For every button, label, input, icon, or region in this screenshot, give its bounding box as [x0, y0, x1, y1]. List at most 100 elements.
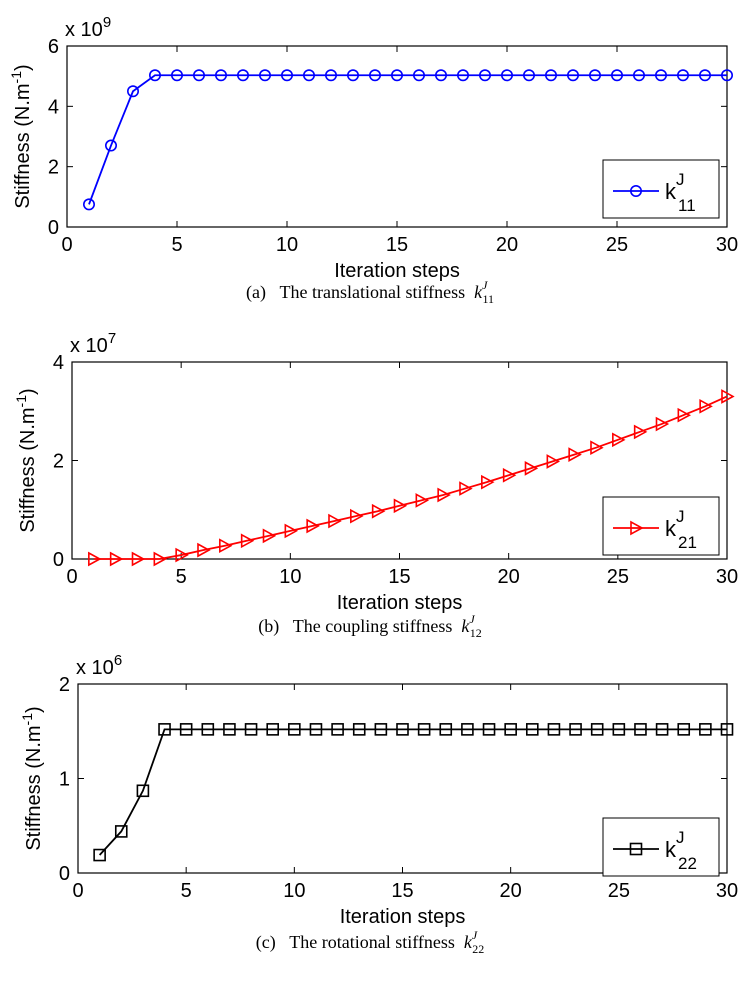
data-point [720, 69, 733, 82]
data-point [677, 407, 692, 423]
data-point [374, 723, 388, 736]
data-point [215, 69, 228, 82]
data-point [456, 69, 469, 82]
y-tick-label: 2 [48, 157, 59, 179]
figure-caption: (b) The coupling stiffness kJ 12 [258, 612, 481, 640]
series-line [88, 74, 727, 205]
x-tick-label: 15 [386, 234, 408, 256]
data-point [266, 723, 280, 736]
data-point [417, 723, 431, 736]
data-point [179, 723, 193, 736]
data-point [544, 69, 557, 82]
x-tick-label: 5 [176, 566, 187, 588]
legend-label: kJ 11 [665, 170, 696, 215]
data-point [306, 518, 320, 534]
data-point [114, 825, 128, 838]
chart-panel-2: 0 5 10 15 20 25 30 0 1 2 x 106 Iteration steps Stiff… [19, 652, 738, 956]
data-point [500, 69, 513, 82]
data-point [171, 69, 184, 82]
data-point [525, 723, 539, 736]
data-point [459, 481, 473, 496]
y-tick-label: 2 [59, 674, 70, 696]
data-point [481, 474, 495, 490]
x-tick-label: 15 [388, 566, 410, 588]
x-tick-label: 25 [606, 234, 628, 256]
data-point [612, 723, 626, 736]
x-axis-label: Iteration steps [337, 592, 463, 614]
data-point [352, 723, 366, 736]
data-point [569, 723, 582, 736]
legend-marker [629, 185, 642, 198]
x-axis-label: Iteration steps [334, 260, 460, 282]
legend-label: kJ 22 [665, 828, 697, 873]
data-point [634, 723, 647, 736]
data-point [258, 69, 271, 82]
data-point [262, 528, 277, 544]
data-point [237, 69, 250, 82]
y-tick-label: 2 [53, 451, 64, 473]
data-point [149, 69, 162, 82]
data-point [105, 139, 118, 152]
data-point [504, 723, 517, 736]
data-point [461, 723, 474, 736]
x-tick-label: 30 [716, 234, 738, 256]
x-tick-label: 25 [608, 880, 630, 902]
x-tick-label: 10 [283, 880, 305, 902]
data-point [502, 467, 517, 483]
axis-multiplier: x 106 [76, 652, 122, 679]
x-tick-label: 20 [500, 880, 522, 902]
data-point [175, 547, 189, 563]
x-tick-label: 25 [607, 566, 629, 588]
data-point [482, 723, 496, 736]
data-point [240, 533, 255, 549]
data-point [390, 69, 403, 82]
y-tick-label: 6 [48, 36, 59, 58]
data-point [677, 723, 691, 736]
y-tick-label: 0 [53, 549, 64, 571]
data-point [109, 551, 124, 567]
data-point [284, 523, 299, 539]
data-point [522, 69, 535, 82]
data-point [590, 723, 604, 736]
data-point [588, 69, 601, 82]
y-tick-label: 4 [53, 352, 64, 374]
x-tick-label: 30 [716, 566, 738, 588]
data-point [219, 538, 233, 554]
data-point [546, 454, 561, 469]
data-point [131, 551, 146, 567]
data-point [350, 508, 364, 524]
data-point [201, 723, 215, 736]
data-point [223, 723, 236, 736]
x-tick-label: 0 [66, 566, 77, 588]
x-tick-label: 30 [716, 880, 738, 902]
x-tick-label: 20 [496, 234, 518, 256]
y-axis-label: Stiffness (N.m-1) [8, 64, 34, 208]
data-point [136, 784, 150, 798]
data-point [324, 69, 337, 82]
y-tick-label: 0 [48, 217, 59, 239]
x-tick-label: 20 [498, 566, 520, 588]
data-point [437, 487, 451, 503]
y-axis-label: Stiffness (N.m-1) [19, 706, 45, 850]
data-point [610, 69, 623, 82]
data-point [346, 69, 359, 82]
data-point [288, 723, 301, 736]
data-point [524, 461, 539, 476]
x-tick-label: 0 [61, 234, 72, 256]
figure-caption: (c) The rotational stiffness kJ 22 [256, 928, 484, 956]
data-point [396, 723, 409, 736]
data-point [721, 389, 735, 404]
series-line [98, 728, 727, 856]
figure-caption: (a) The translational stiffness kJ 11 [246, 278, 494, 306]
data-point [547, 723, 561, 736]
data-point [699, 723, 712, 736]
x-tick-label: 15 [391, 880, 413, 902]
x-tick-label: 5 [181, 880, 192, 902]
chart-panel-1: 0 5 10 15 20 25 30 0 2 4 x 107 Iteration steps Stiff… [13, 330, 738, 640]
data-point [309, 723, 323, 736]
data-point [197, 542, 211, 558]
data-point [655, 723, 669, 736]
data-point [439, 723, 453, 736]
data-point [83, 198, 96, 211]
